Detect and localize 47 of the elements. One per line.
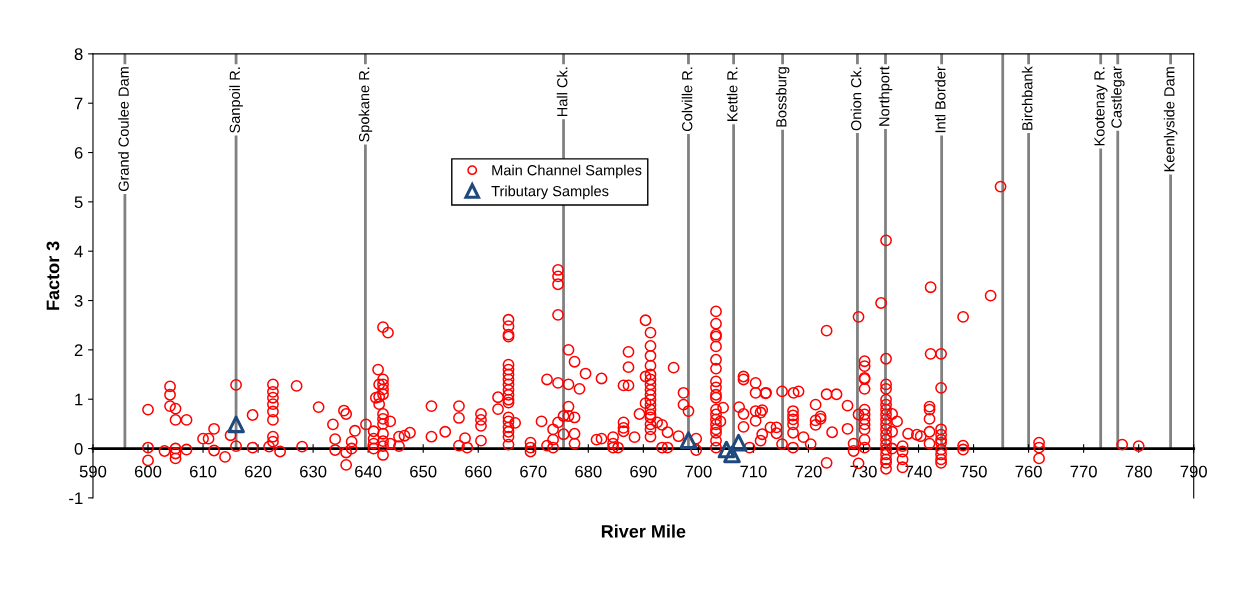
y-tick-label: 7 <box>74 97 83 110</box>
x-tick-label: 660 <box>465 465 492 478</box>
x-tick-label: 750 <box>960 465 987 478</box>
x-tick-label: 740 <box>905 465 932 478</box>
ref-line-label: Northport <box>878 66 893 126</box>
y-tick-label: 5 <box>74 196 83 209</box>
x-tick-label: 730 <box>850 465 877 478</box>
x-tick-label: 780 <box>1125 465 1152 478</box>
x-tick-label: 620 <box>245 465 272 478</box>
x-tick-label: 770 <box>1070 465 1097 478</box>
ref-line-label: Sanpoil R. <box>229 67 243 133</box>
ref-line-label: Keenlyside Dam <box>1163 67 1178 172</box>
x-tick-label: 650 <box>410 465 437 478</box>
x-tick-label: 680 <box>575 465 602 478</box>
x-tick-label: 610 <box>189 465 217 478</box>
y-tick-label: 1 <box>75 393 83 406</box>
ref-line-label: Kootenay R. <box>1094 67 1108 146</box>
ref-line-label: Spokane R. <box>358 67 373 142</box>
ref-line-label: Birchbank <box>1021 66 1033 130</box>
x-tick-label: 690 <box>630 465 657 478</box>
y-tick-label: 6 <box>74 146 83 159</box>
ref-line-label: Bossburg <box>775 67 790 127</box>
ref-line-label: Hall Ck. <box>556 67 568 117</box>
y-tick-label: 3 <box>74 294 83 307</box>
x-tick-label: 670 <box>520 465 547 478</box>
y-tick-label: 2 <box>74 344 83 356</box>
x-tick-label: 700 <box>685 465 712 478</box>
ref-line-label: Castlegar <box>1110 66 1125 128</box>
ref-line-label: Intl Border <box>934 66 946 133</box>
ref-line-label: Onion Ck. <box>850 67 862 131</box>
x-axis-title: River Mile <box>601 524 686 538</box>
y-tick-label: -1 <box>69 492 83 504</box>
ref-line-label: Kettle R. <box>726 67 738 121</box>
x-tick-label: 760 <box>1015 465 1042 478</box>
x-tick-label: 720 <box>795 465 822 478</box>
ref-line-label: Grand Coulee Dam <box>118 67 129 192</box>
x-tick-label: 630 <box>300 465 327 478</box>
x-tick-label: 710 <box>740 465 767 478</box>
legend-label: Tributary Samples <box>491 185 609 200</box>
ref-line-label: Colville R. <box>681 67 693 132</box>
legend-label: Main Channel Samples <box>492 164 642 179</box>
x-tick-label: 640 <box>355 465 382 478</box>
y-tick-label: 8 <box>74 48 83 61</box>
y-tick-label: 0 <box>74 442 83 455</box>
y-tick-label: 4 <box>74 245 83 258</box>
x-tick-label: 600 <box>134 465 162 478</box>
y-axis-title: Factor 3 <box>46 241 60 310</box>
